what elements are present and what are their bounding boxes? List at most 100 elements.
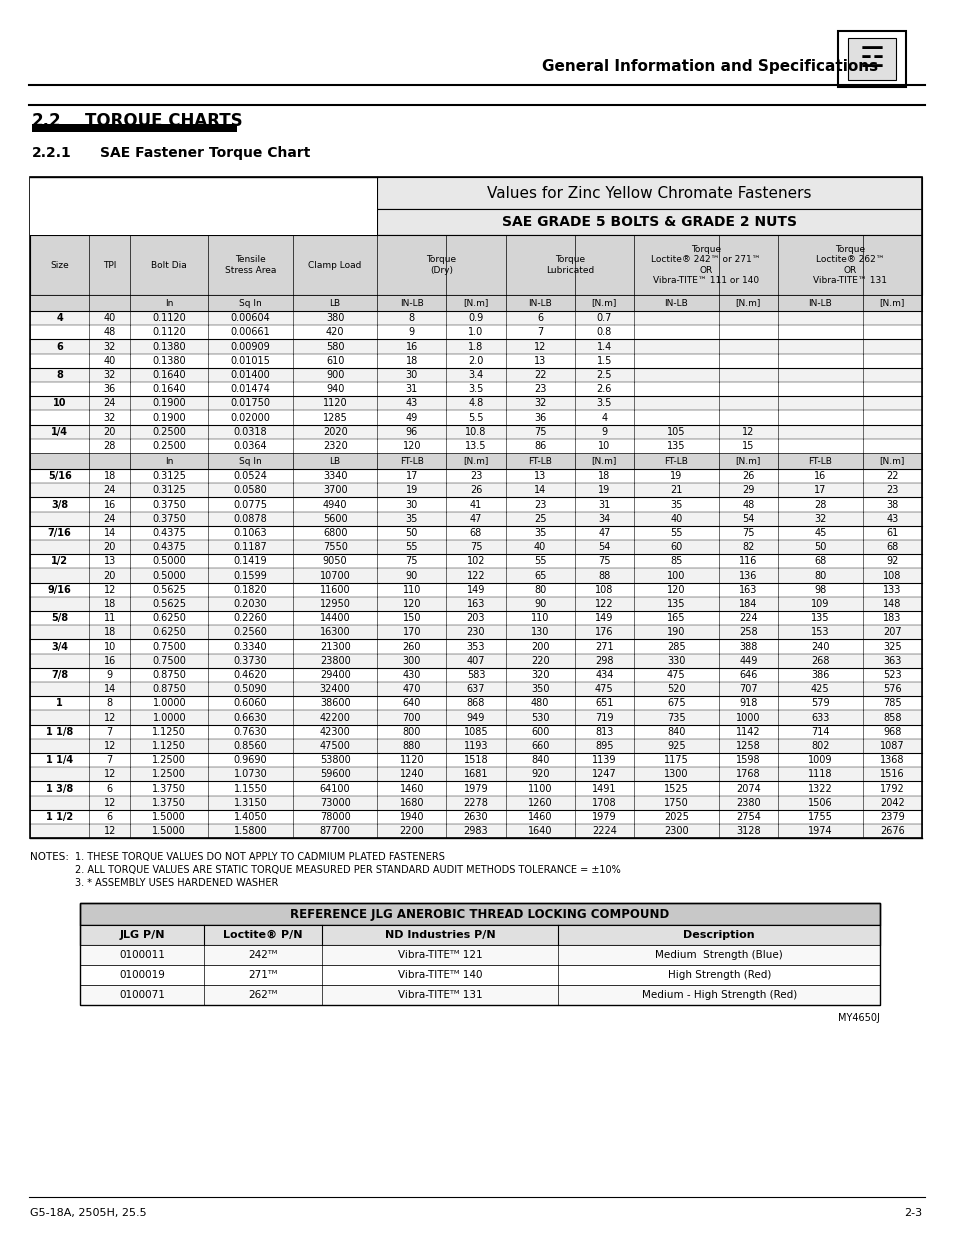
Text: 224: 224 [739,613,757,624]
Text: 434: 434 [595,669,613,680]
Text: 18: 18 [598,471,610,482]
Text: 3. * ASSEMBLY USES HARDENED WASHER: 3. * ASSEMBLY USES HARDENED WASHER [75,878,278,888]
Bar [30,782,921,795]
Text: 1/2: 1/2 [51,556,69,567]
Text: 7: 7 [107,726,112,737]
Text: Description: Description [682,930,754,940]
Text: 2754: 2754 [735,811,760,823]
Text: 1940: 1940 [399,811,424,823]
Text: 7550: 7550 [322,542,347,552]
Text: 108: 108 [595,584,613,595]
Bar [30,597,921,611]
Text: 0.1640: 0.1640 [152,384,186,394]
Text: 0.3750: 0.3750 [152,514,186,524]
Text: 122: 122 [466,571,485,580]
Text: 0.6060: 0.6060 [233,698,267,709]
Text: 34: 34 [598,514,610,524]
Bar [80,945,879,966]
Text: 14400: 14400 [319,613,350,624]
Text: 18: 18 [104,627,116,637]
Text: 3700: 3700 [322,485,347,495]
Text: 0.01015: 0.01015 [231,356,271,366]
Text: 40: 40 [104,314,116,324]
Text: 16: 16 [104,499,116,510]
Text: General Information and Specifications: General Information and Specifications [541,59,877,74]
Text: [N.m]: [N.m] [591,457,617,466]
Text: 26: 26 [469,485,481,495]
Text: 1368: 1368 [879,755,903,766]
Text: 320: 320 [531,669,549,680]
Text: 2.2: 2.2 [32,112,62,130]
Text: 40: 40 [534,542,546,552]
Bar [30,824,921,839]
Text: 29: 29 [741,485,754,495]
Text: 9050: 9050 [322,556,347,567]
Text: 1.3750: 1.3750 [152,783,186,794]
Text: 1755: 1755 [807,811,832,823]
Text: 18: 18 [104,471,116,482]
Text: 32: 32 [104,370,116,380]
Text: 651: 651 [595,698,613,709]
Text: 3340: 3340 [322,471,347,482]
Text: 10: 10 [104,641,116,652]
Text: 800: 800 [402,726,420,737]
Text: 0100019: 0100019 [119,971,165,981]
Text: 8: 8 [408,314,415,324]
Text: 260: 260 [402,641,420,652]
Bar [30,382,921,396]
Text: 0.2500: 0.2500 [152,441,186,451]
Text: 0.1419: 0.1419 [233,556,267,567]
Text: 0.0364: 0.0364 [233,441,267,451]
Text: 0.5000: 0.5000 [152,571,186,580]
Text: 9: 9 [600,427,607,437]
Text: 59600: 59600 [319,769,350,779]
Bar [30,453,921,469]
Text: 23800: 23800 [319,656,350,666]
Text: 0.2560: 0.2560 [233,627,267,637]
Text: 2020: 2020 [322,427,347,437]
Text: 6: 6 [107,811,112,823]
Text: SAE GRADE 5 BOLTS & GRADE 2 NUTS: SAE GRADE 5 BOLTS & GRADE 2 NUTS [501,215,797,228]
Text: 190: 190 [666,627,685,637]
Text: 1120: 1120 [322,399,347,409]
Text: Torque
Loctite® 262™
OR
Vibra-TITE™ 131: Torque Loctite® 262™ OR Vibra-TITE™ 131 [812,245,886,285]
Text: 170: 170 [402,627,420,637]
Text: 6: 6 [107,783,112,794]
Text: 353: 353 [466,641,485,652]
Bar [30,340,921,353]
Text: 23: 23 [534,384,546,394]
Text: 78000: 78000 [319,811,350,823]
Text: 1.0000: 1.0000 [152,713,186,722]
Text: 579: 579 [810,698,829,709]
Bar [30,682,921,697]
Text: 38600: 38600 [319,698,350,709]
Text: 1.1250: 1.1250 [152,741,186,751]
Text: 1750: 1750 [663,798,688,808]
Bar [80,925,879,945]
Text: 0.1820: 0.1820 [233,584,267,595]
Text: 11600: 11600 [319,584,350,595]
Text: 109: 109 [810,599,828,609]
Text: NOTES:: NOTES: [30,852,69,862]
Text: 271: 271 [595,641,613,652]
Text: 2042: 2042 [879,798,903,808]
Text: 0.6630: 0.6630 [233,713,267,722]
Text: 714: 714 [810,726,829,737]
Bar [377,177,921,209]
Bar [30,526,921,540]
Text: 12: 12 [104,741,116,751]
Bar [30,753,921,767]
Text: 13: 13 [104,556,116,567]
Text: 36: 36 [534,412,546,422]
Text: 10700: 10700 [319,571,350,580]
Text: 1. THESE TORQUE VALUES DO NOT APPLY TO CADMIUM PLATED FASTENERS: 1. THESE TORQUE VALUES DO NOT APPLY TO C… [75,852,444,862]
Bar [30,177,377,235]
Text: 13: 13 [534,471,546,482]
Text: 8: 8 [56,370,63,380]
Text: 7: 7 [107,755,112,766]
Text: 858: 858 [882,713,901,722]
Text: 1247: 1247 [591,769,616,779]
Text: 2278: 2278 [463,798,488,808]
Text: MY4650J: MY4650J [838,1013,879,1024]
Text: 31: 31 [405,384,417,394]
